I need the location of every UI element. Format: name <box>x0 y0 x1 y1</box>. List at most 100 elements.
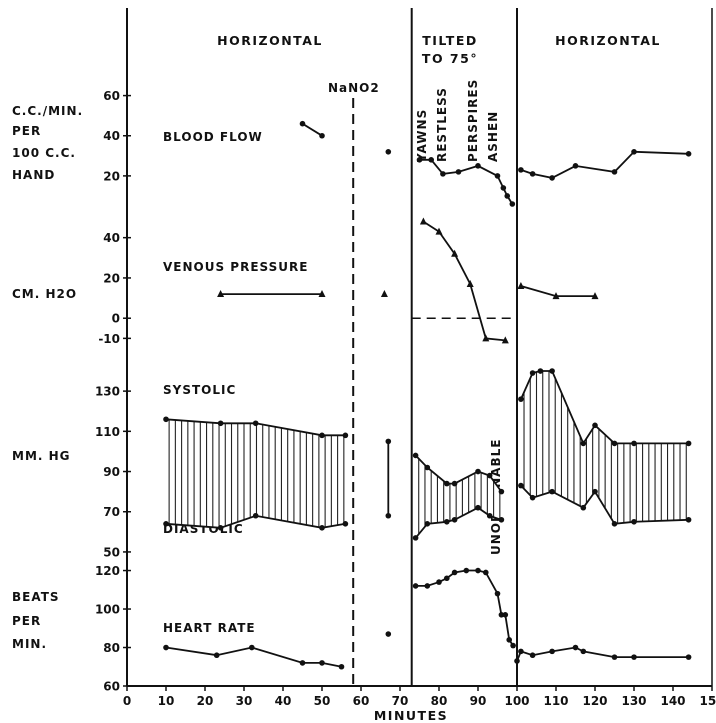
systolic-point <box>451 480 458 487</box>
venous-pressure-point <box>482 334 490 342</box>
y-tick-label: 40 <box>103 129 120 143</box>
diastolic-point <box>498 516 505 523</box>
y-tick-label: 60 <box>103 680 120 694</box>
diastolic-point <box>486 512 493 519</box>
x-tick-label: 70 <box>392 694 409 708</box>
heart-rate-point <box>475 567 481 574</box>
y-tick-label: 20 <box>103 271 120 285</box>
x-tick-label: 110 <box>543 694 568 708</box>
venous-pressure-point <box>517 282 525 289</box>
diastolic-point <box>163 520 169 527</box>
blood-flow-unit-line-1: C.C./MIN. <box>12 104 83 118</box>
systolic-point <box>631 440 637 447</box>
y-tick-label: 120 <box>95 564 120 578</box>
blood-flow-point <box>518 167 524 173</box>
venous-pressure-point <box>419 217 427 225</box>
heart-rate-point <box>412 583 419 589</box>
heart-rate-point <box>549 648 555 655</box>
heart-rate-point <box>299 660 306 666</box>
heart-rate-point <box>572 644 579 651</box>
heart-rate-unit-line-2: PER <box>12 614 41 628</box>
heart-rate-line <box>516 646 689 662</box>
x-tick-label: 90 <box>470 694 487 708</box>
diastolic-point <box>518 482 524 489</box>
venous-pressure-point <box>451 249 459 257</box>
diastolic-point <box>424 520 431 527</box>
x-tick-label: 20 <box>197 694 214 708</box>
blood-flow-point <box>572 163 579 169</box>
systolic-label: SYSTOLIC <box>163 383 236 397</box>
blood-flow-point <box>416 157 423 163</box>
systolic-point <box>342 432 349 439</box>
heart-rate-point <box>518 648 524 655</box>
systolic-point <box>217 420 224 427</box>
heart-rate-point <box>494 590 501 597</box>
systolic-point <box>549 368 555 374</box>
heart-rate-point <box>338 663 345 670</box>
systolic-point <box>486 472 493 479</box>
blood-flow-line <box>419 158 514 205</box>
heart-rate-point <box>451 569 458 576</box>
phase-header-tilted-angle: TO 75° <box>422 51 478 66</box>
heart-rate-point <box>444 575 450 582</box>
diastolic-point <box>685 516 692 523</box>
blood-flow-point <box>685 151 692 157</box>
x-tick-label: 50 <box>314 694 331 708</box>
systolic-point <box>592 422 598 429</box>
x-tick-label: 30 <box>236 694 253 708</box>
blood-pressure-unit: MM. HG <box>12 449 71 463</box>
heart-rate-point <box>514 658 520 664</box>
blood-flow-unit-line-2: PER <box>12 124 41 138</box>
venous-pressure-unit: CM. H2O <box>12 287 77 301</box>
blood-flow-point <box>440 171 446 177</box>
heart-rate-point <box>163 644 169 651</box>
venous-pressure-point <box>380 290 388 298</box>
heart-rate-point <box>631 654 637 660</box>
x-tick-label: 40 <box>275 694 292 708</box>
blood-flow-point <box>529 171 536 177</box>
systolic-point <box>611 440 618 447</box>
venous-pressure-point <box>501 336 509 344</box>
blood-flow-point <box>299 120 306 127</box>
heart-rate-line <box>165 646 342 668</box>
y-tick-label: 100 <box>95 603 120 617</box>
blood-flow-point <box>509 201 516 207</box>
heart-rate-unit-line-1: BEATS <box>12 590 60 604</box>
y-tick-label: 80 <box>103 641 120 655</box>
blood-flow-point <box>494 173 501 179</box>
heart-rate-line <box>415 569 514 647</box>
y-tick-label: 40 <box>103 231 120 245</box>
diastolic-point <box>592 488 598 495</box>
venous-pressure-series-label: VENOUS PRESSURE <box>163 260 308 274</box>
bp-single-systolic-point <box>385 438 392 445</box>
diastolic-line <box>520 484 689 525</box>
x-tick-label: 10 <box>158 694 175 708</box>
diastolic-point <box>444 518 450 525</box>
systolic-point <box>537 368 544 374</box>
x-tick-label: 150 <box>699 694 716 708</box>
systolic-point <box>444 480 450 487</box>
blood-flow-point <box>549 175 555 181</box>
venous-pressure-point <box>217 290 225 298</box>
blood-flow-unit-line-3: 100 C.C. <box>12 146 76 160</box>
venous-pressure-line <box>422 220 506 342</box>
tilt-event-yawns: YAWNS <box>415 109 429 163</box>
venous-pressure-point <box>466 279 474 287</box>
systolic-point <box>518 396 524 402</box>
phase-header-tilted: TILTED <box>422 33 478 48</box>
bp-single-diastolic-point <box>385 512 392 519</box>
heart-rate-point <box>436 579 442 585</box>
x-tick-label: 130 <box>621 694 646 708</box>
blood-flow-point <box>631 148 637 155</box>
y-tick-label: 20 <box>103 169 120 183</box>
tilt-event-restless: RESTLESS <box>435 87 449 162</box>
blood-flow-point <box>455 169 462 175</box>
systolic-point <box>685 440 692 447</box>
systolic-point <box>498 488 505 495</box>
systolic-point <box>412 452 419 459</box>
heart-rate-point <box>529 652 536 659</box>
systolic-point <box>580 440 587 447</box>
heart-rate-point <box>249 644 255 651</box>
diastolic-point <box>549 488 555 495</box>
